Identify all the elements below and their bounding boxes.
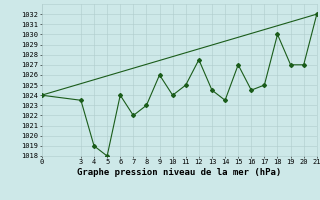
X-axis label: Graphe pression niveau de la mer (hPa): Graphe pression niveau de la mer (hPa)	[77, 168, 281, 177]
